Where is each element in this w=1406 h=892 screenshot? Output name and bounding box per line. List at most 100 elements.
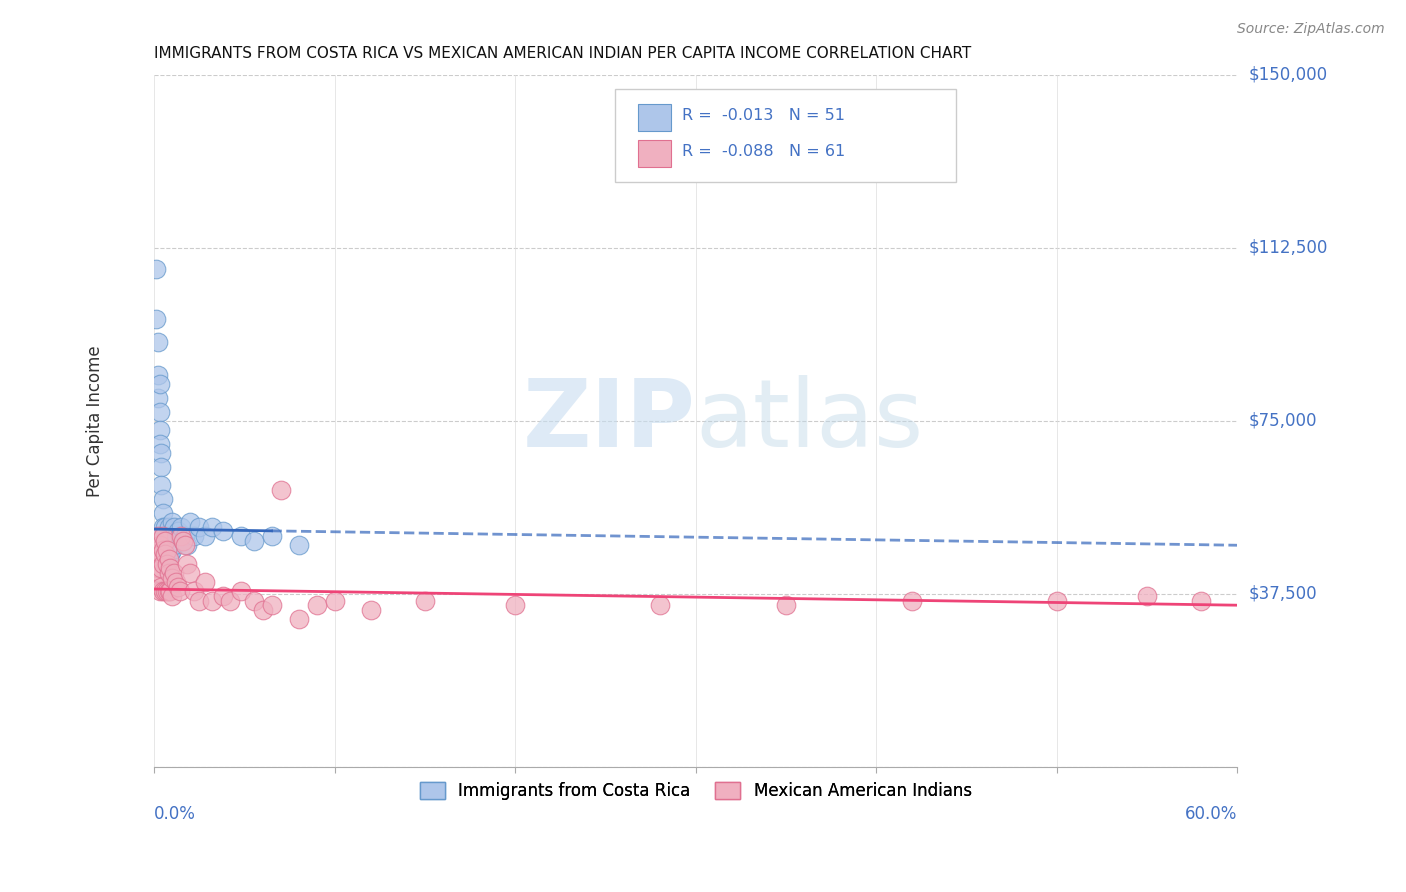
Point xyxy=(157,552,180,566)
Point xyxy=(163,538,186,552)
Point xyxy=(179,566,201,580)
Legend: Immigrants from Costa Rica, Mexican American Indians: Immigrants from Costa Rica, Mexican Amer… xyxy=(413,775,979,806)
Point xyxy=(219,593,242,607)
Point xyxy=(169,584,191,599)
Point xyxy=(270,483,292,497)
Point xyxy=(159,561,181,575)
Point xyxy=(153,538,176,552)
Point xyxy=(201,593,224,607)
Point xyxy=(305,598,328,612)
Point xyxy=(157,529,180,543)
Point xyxy=(162,529,184,543)
Point xyxy=(201,520,224,534)
Point xyxy=(145,312,167,326)
Point xyxy=(188,593,211,607)
Text: $112,500: $112,500 xyxy=(1249,239,1327,257)
Point xyxy=(157,520,180,534)
Point xyxy=(163,566,186,580)
Point xyxy=(166,580,188,594)
Point xyxy=(194,575,217,590)
Point xyxy=(172,533,194,548)
Point xyxy=(413,593,436,607)
Point xyxy=(183,529,205,543)
Point xyxy=(174,538,197,552)
Text: $75,000: $75,000 xyxy=(1249,412,1317,430)
Point xyxy=(287,538,309,552)
Point xyxy=(152,492,174,507)
Point xyxy=(1046,593,1069,607)
Point xyxy=(145,552,167,566)
Point xyxy=(260,529,283,543)
Point xyxy=(156,557,179,571)
Point xyxy=(156,542,179,557)
Point xyxy=(149,437,172,451)
Point xyxy=(157,566,180,580)
Point xyxy=(146,542,169,557)
Point xyxy=(162,542,184,557)
Point xyxy=(153,542,176,557)
Point xyxy=(146,529,169,543)
Point xyxy=(260,598,283,612)
Point xyxy=(287,612,309,626)
Point xyxy=(156,542,179,557)
Point xyxy=(149,376,172,391)
FancyBboxPatch shape xyxy=(638,103,671,131)
Point xyxy=(901,593,924,607)
Point xyxy=(188,520,211,534)
Text: 0.0%: 0.0% xyxy=(155,805,195,823)
Point xyxy=(179,515,201,529)
Point xyxy=(242,593,264,607)
Point xyxy=(149,404,172,418)
Point xyxy=(156,584,179,599)
Point xyxy=(146,391,169,405)
Point xyxy=(157,542,180,557)
Point xyxy=(183,584,205,599)
Point xyxy=(252,603,274,617)
Point xyxy=(152,520,174,534)
Point xyxy=(152,529,174,543)
Point xyxy=(1136,589,1159,603)
Text: $150,000: $150,000 xyxy=(1249,66,1327,84)
Point xyxy=(150,459,173,474)
Point xyxy=(162,515,184,529)
Point xyxy=(150,580,173,594)
Point xyxy=(648,598,671,612)
Point xyxy=(503,598,526,612)
Point xyxy=(229,529,252,543)
Point xyxy=(162,570,184,584)
Point xyxy=(152,533,174,548)
Point xyxy=(170,529,193,543)
Point xyxy=(153,548,176,562)
Point xyxy=(165,529,187,543)
Point xyxy=(152,529,174,543)
Point xyxy=(775,598,797,612)
Text: ZIP: ZIP xyxy=(523,375,696,467)
Point xyxy=(153,584,176,599)
Point xyxy=(156,548,179,562)
Point xyxy=(146,561,169,575)
Point xyxy=(157,584,180,599)
Point xyxy=(156,529,179,543)
Point xyxy=(163,520,186,534)
Point xyxy=(145,261,167,276)
Point xyxy=(150,478,173,492)
Text: Per Capita Income: Per Capita Income xyxy=(86,345,104,497)
Point xyxy=(360,603,382,617)
Point xyxy=(149,538,172,552)
Text: R =  -0.013   N = 51: R = -0.013 N = 51 xyxy=(682,109,845,123)
Point xyxy=(211,589,233,603)
Point xyxy=(174,529,197,543)
Point xyxy=(242,533,264,548)
Point xyxy=(150,561,173,575)
Point xyxy=(150,446,173,460)
Point xyxy=(152,557,174,571)
Point xyxy=(153,533,176,548)
Point xyxy=(149,566,172,580)
Point xyxy=(159,529,181,543)
Text: $37,500: $37,500 xyxy=(1249,584,1317,603)
FancyBboxPatch shape xyxy=(638,139,671,167)
Point xyxy=(146,368,169,382)
Point xyxy=(172,533,194,548)
Point xyxy=(152,584,174,599)
Point xyxy=(149,552,172,566)
